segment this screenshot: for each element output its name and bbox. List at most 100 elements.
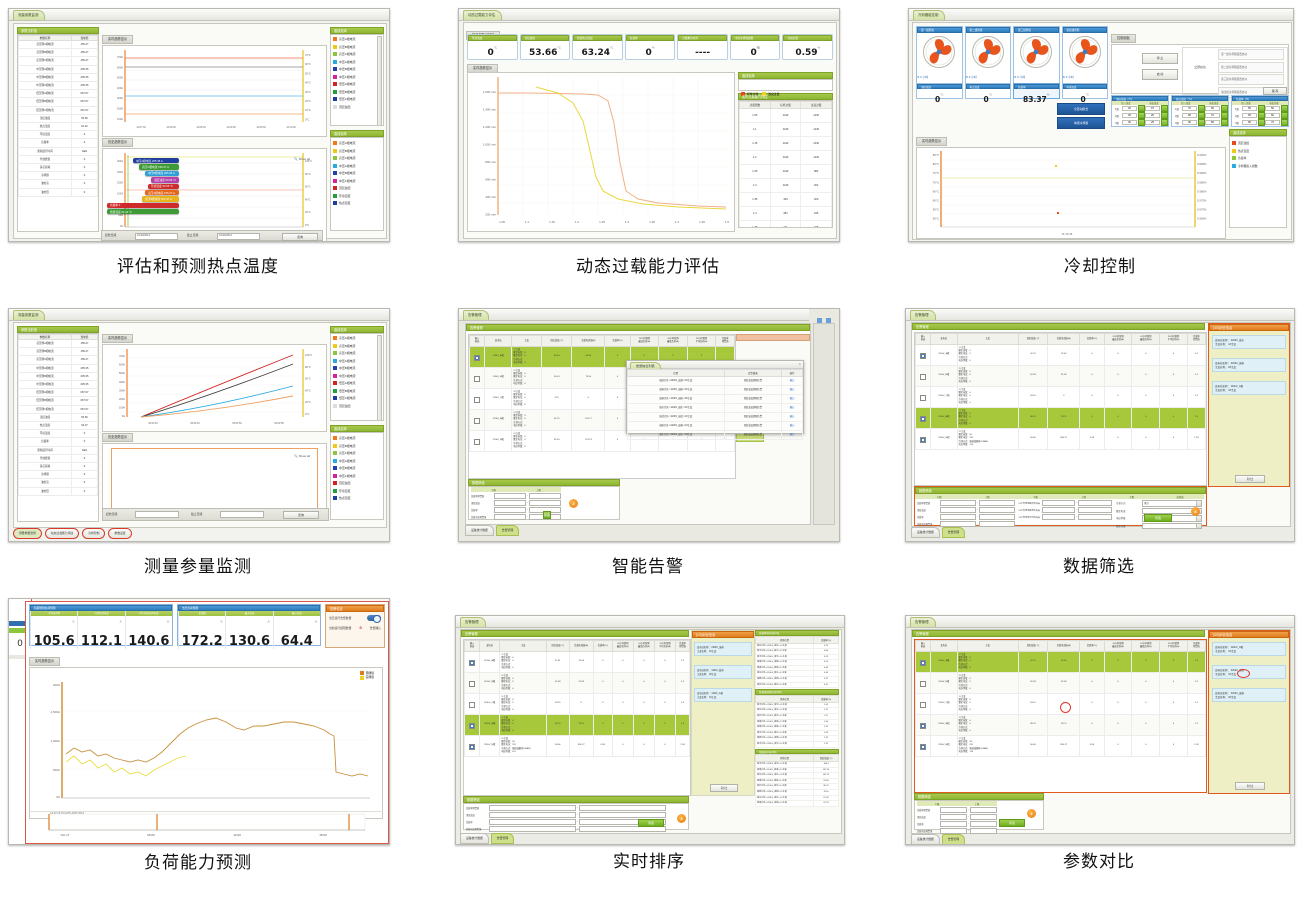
param-input[interactable]: 70 bbox=[1265, 120, 1280, 125]
table-row[interactable]: 1.3 1440 462 bbox=[739, 178, 832, 193]
legend-item[interactable]: 顶层油温 bbox=[333, 185, 381, 193]
column-header[interactable]: 24小时预测 最低负荷(A) bbox=[632, 640, 655, 652]
rank-row[interactable]: 城南片区->220kV_城南->2#主变 67.70 bbox=[754, 800, 839, 807]
filter-min-input[interactable] bbox=[489, 805, 577, 811]
table-row[interactable]: 导线绕组 0 bbox=[18, 453, 99, 464]
row-checkbox-cell[interactable] bbox=[464, 672, 480, 694]
column-header[interactable]: 24小时预测 最高负荷(A) bbox=[611, 640, 634, 652]
row-checkbox-cell[interactable] bbox=[469, 430, 485, 452]
filter-min-input[interactable] bbox=[1041, 514, 1076, 520]
row-checkbox-cell[interactable] bbox=[464, 714, 480, 736]
maximize-icon[interactable] bbox=[826, 318, 832, 323]
table-row[interactable]: 220kV_B相 2#主变 额定容量：50 额定电压：252 冷却方式：强迫油循环… bbox=[464, 735, 690, 757]
table-row[interactable]: 高压侧B相电流 155.27 bbox=[18, 48, 99, 58]
filter-max-input[interactable] bbox=[1078, 507, 1113, 513]
table-row[interactable]: 220kV_B相 2#主变 额定容量：50 额定电压：252 冷却方式：强迫油循环… bbox=[915, 428, 1206, 450]
legend-item[interactable]: 高压C相电流 bbox=[333, 350, 381, 358]
row-checkbox[interactable] bbox=[474, 418, 480, 424]
column-header[interactable]: 主变 bbox=[956, 640, 1019, 652]
mode-button[interactable]: 单组冷却器 bbox=[1057, 117, 1105, 129]
column-header[interactable]: 负载率 预警值 bbox=[715, 335, 735, 347]
filter-min-input[interactable] bbox=[1041, 507, 1076, 513]
row-checkbox[interactable] bbox=[469, 660, 475, 666]
chevron-down-icon[interactable] bbox=[1196, 523, 1201, 528]
row-checkbox-cell[interactable] bbox=[915, 386, 931, 408]
compare-table-wrap[interactable]: 输入 框选 变电站 主变 顶层油温(°C) 负载电流值(A) 负载率(%) 24小时预测 最… bbox=[914, 639, 1207, 793]
row-checkbox-cell[interactable] bbox=[915, 672, 931, 694]
legend-item[interactable]: 高压B相电流 bbox=[333, 443, 381, 451]
alarm-ack-link[interactable]: 告警确认 bbox=[369, 625, 381, 630]
param-input[interactable]: 20 bbox=[1122, 106, 1137, 111]
column-header[interactable]: 顶层油温(°C) bbox=[1017, 333, 1049, 345]
bottom-tab[interactable]: 测量参量监测 bbox=[13, 528, 42, 539]
row-checkbox-cell[interactable] bbox=[464, 693, 480, 715]
popup-row[interactable]: 城南片区->110kV_城南->2#主变 顶层油温超限告警 确认 bbox=[627, 394, 803, 404]
alarm-popup[interactable]: 告警信息列表 ✕ 位置 告警描述 操作 城西片区->220kV_城西->1#主变 顶层油… bbox=[626, 360, 804, 440]
column-header[interactable]: 24小时预测 平均负荷(A) bbox=[1159, 333, 1188, 345]
param-input[interactable]: 90 bbox=[1182, 120, 1197, 125]
legend-scrollbar[interactable] bbox=[377, 36, 382, 125]
legend-item[interactable]: 中压B相电流 bbox=[333, 170, 381, 178]
popup-row[interactable]: 城东片区->110kV_城东->1#主变 顶层油温超限告警 确认 bbox=[627, 403, 803, 413]
param-input[interactable]: 70 bbox=[1182, 106, 1197, 111]
legend-item[interactable]: 热点温度 bbox=[1232, 148, 1284, 156]
table-row[interactable]: 1.4 281 246 bbox=[739, 206, 832, 221]
row-checkbox[interactable] bbox=[474, 397, 480, 403]
row-checkbox-cell[interactable] bbox=[915, 735, 931, 757]
rank-table-wrap[interactable]: 输入 框选 变电站 主变 顶层油温(°C) 负载电流值(A) 负载率(%) 24小时预测 最… bbox=[463, 639, 691, 796]
stepper-icon[interactable] bbox=[1281, 119, 1288, 126]
stepper-icon[interactable] bbox=[1258, 119, 1265, 126]
column-header[interactable]: 输入 框选 bbox=[915, 333, 931, 345]
row-checkbox-cell[interactable] bbox=[469, 346, 485, 368]
legend-item[interactable]: 低压C相电流 bbox=[333, 395, 381, 403]
bottom-tab[interactable]: 告警管理 bbox=[941, 527, 965, 538]
column-header[interactable]: 负载电流值(A) bbox=[571, 335, 606, 347]
end-date-input[interactable]: 10/13/2014 bbox=[217, 232, 260, 240]
filter-min-input[interactable] bbox=[940, 521, 976, 527]
row-checkbox-cell[interactable] bbox=[469, 388, 485, 410]
stepper-icon[interactable] bbox=[1161, 112, 1168, 119]
chevron-down-icon[interactable] bbox=[1196, 501, 1201, 506]
table-row[interactable]: 高压侧C相电流 155.27 bbox=[18, 56, 99, 66]
param-input[interactable]: 60 bbox=[1205, 106, 1220, 111]
legend-item[interactable]: 中压C相电流 bbox=[333, 373, 381, 381]
compare-button[interactable]: 对 比 bbox=[710, 784, 738, 792]
mode-button[interactable]: 全自动模式 bbox=[1057, 103, 1105, 115]
table-row[interactable]: 顶层油温 53.66 bbox=[18, 113, 99, 124]
filter-max-input[interactable] bbox=[528, 493, 562, 499]
row-checkbox-cell[interactable] bbox=[464, 735, 480, 757]
compare-button[interactable]: 对 比 bbox=[1235, 782, 1265, 790]
table-row[interactable]: 中压侧C相电流 205.35 bbox=[18, 380, 99, 390]
table-row[interactable]: 中压侧B相电流 205.35 bbox=[18, 72, 99, 83]
popup-ack-link[interactable]: 确认 bbox=[781, 385, 803, 395]
compare-button[interactable]: 对 比 bbox=[1235, 475, 1265, 483]
popup-row[interactable]: 城南片区->220kV_城南->1#主变 顶层油温超限告警 确认 bbox=[627, 421, 803, 431]
stepper-icon[interactable] bbox=[1198, 119, 1205, 126]
history-chart[interactable]: 🔍 Show all bbox=[102, 443, 327, 515]
tab-measure[interactable]: 测量参数监测 bbox=[13, 10, 46, 20]
legend-item[interactable]: 中压A相电流 bbox=[333, 59, 381, 67]
group-start-button[interactable]: 第二组冷却器装置启动 bbox=[1218, 61, 1284, 73]
bottom-tab[interactable]: 设备统计数据 bbox=[465, 525, 494, 536]
filter-min-input[interactable] bbox=[494, 500, 527, 506]
legend-list-bottom[interactable]: 高压A相电流 高压B相电流 高压C相电流 中压A相电流 中压B相电流 中压C相电流 顶层油温… bbox=[330, 137, 384, 231]
table-row[interactable]: 高压侧A相电流 155.27 bbox=[18, 39, 99, 50]
stepper-icon[interactable] bbox=[1198, 105, 1205, 112]
row-checkbox[interactable] bbox=[920, 660, 926, 666]
filter-min-input[interactable] bbox=[940, 507, 976, 513]
filter-query-button[interactable]: 筛选 bbox=[638, 819, 664, 827]
table-row[interactable]: 110kV_A相 1#主变 额定容量：0 额定电压：0 冷却方式： 电压等级：0 5… bbox=[469, 346, 735, 368]
filter-min-input[interactable] bbox=[940, 828, 968, 834]
popup-ack-link[interactable]: 确认 bbox=[781, 394, 803, 404]
stepper-icon[interactable] bbox=[1221, 119, 1228, 126]
table-row[interactable]: 中压侧C相电流 205.35 bbox=[18, 81, 99, 91]
column-header[interactable]: 负载电流值(A) bbox=[1047, 333, 1081, 345]
table-row[interactable]: 低压侧B相电流 667.97 bbox=[18, 396, 99, 406]
filter-max-input[interactable] bbox=[578, 812, 667, 818]
param-input[interactable]: 30 bbox=[1122, 120, 1137, 125]
start-date-input[interactable] bbox=[135, 511, 179, 518]
table-row[interactable]: 低压侧A相电流 667.97 bbox=[18, 89, 99, 99]
row-checkbox-cell[interactable] bbox=[915, 714, 931, 736]
column-header[interactable]: 24小时预测 平均负荷(A) bbox=[653, 640, 677, 652]
filter-min-input[interactable] bbox=[940, 821, 968, 827]
